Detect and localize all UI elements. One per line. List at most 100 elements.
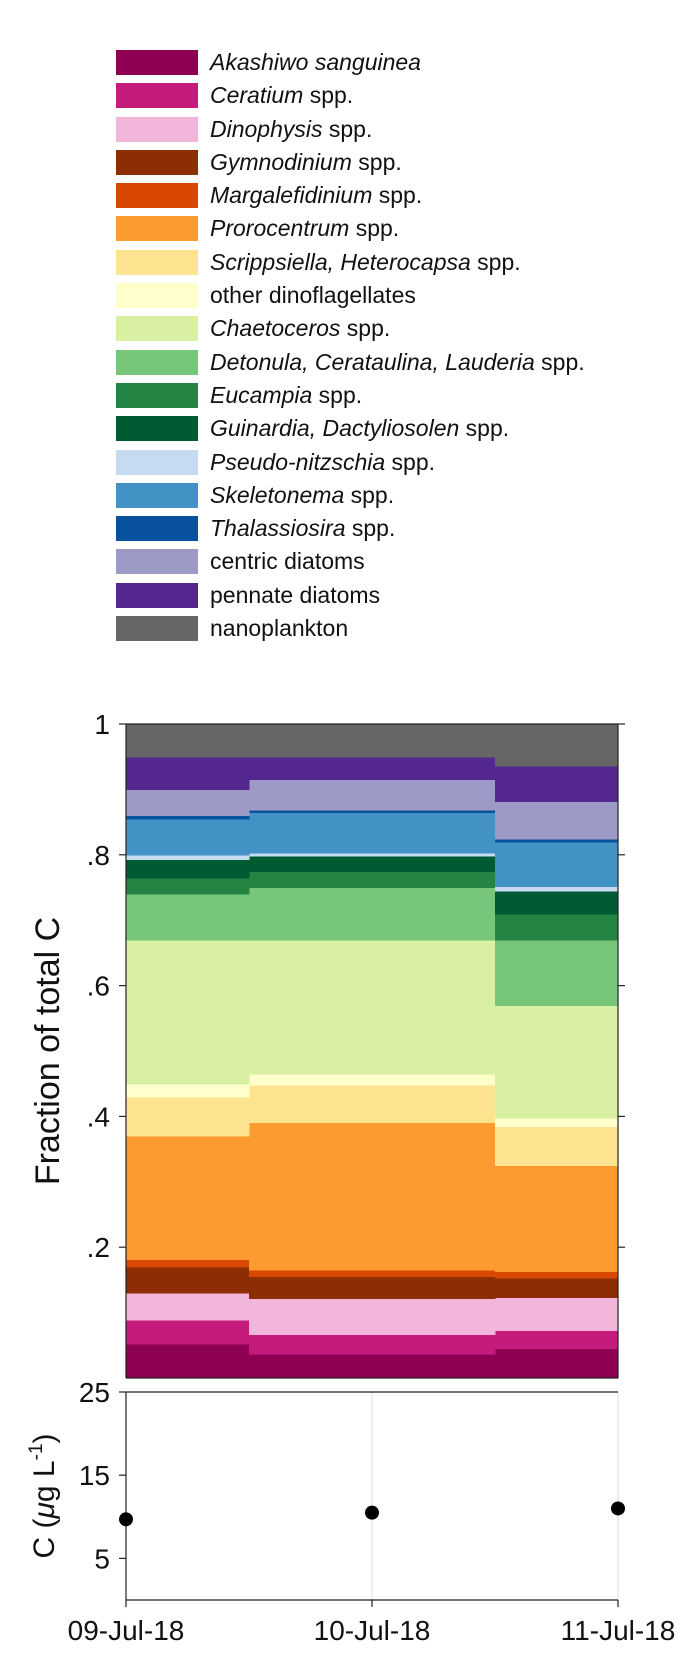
area-segment bbox=[495, 1005, 619, 1119]
area-segment bbox=[249, 724, 496, 758]
area-segment bbox=[126, 815, 250, 820]
area-segment bbox=[495, 724, 619, 767]
legend-label: Prorocentrum spp. bbox=[210, 212, 399, 245]
y-tick-label: .2 bbox=[87, 1232, 110, 1263]
legend-label-suffix: spp. bbox=[344, 481, 395, 508]
legend-item: centric diatoms bbox=[116, 545, 696, 578]
area-segment bbox=[249, 756, 496, 781]
legend-label-taxon: Prorocentrum bbox=[210, 215, 350, 242]
legend-label: Chaetoceros spp. bbox=[210, 312, 390, 345]
legend-label-taxon: Scrippsiella, Heterocapsa bbox=[210, 248, 471, 275]
data-point bbox=[119, 1512, 133, 1527]
legend-item: Margalefidinium spp. bbox=[116, 179, 696, 212]
legend-swatch bbox=[116, 449, 198, 475]
legend-label: Gymnodinium spp. bbox=[210, 146, 402, 179]
area-segment bbox=[249, 1353, 496, 1379]
legend-item: Scrippsiella, Heterocapsa spp. bbox=[116, 246, 696, 279]
area-segment bbox=[126, 1136, 250, 1261]
legend-swatch bbox=[116, 349, 198, 375]
legend-label-taxon: Guinardia, Dactyliosolen bbox=[210, 415, 460, 442]
area-segment bbox=[495, 1126, 619, 1167]
y-tick-label: 1 bbox=[94, 709, 110, 740]
legend-label-suffix: spp. bbox=[349, 215, 400, 242]
legend-item: other dinoflagellates bbox=[116, 279, 696, 312]
y-axis-label-bottom: C (μg L-1) bbox=[26, 1433, 61, 1558]
legend-item: Eucampia spp. bbox=[116, 379, 696, 412]
area-segment bbox=[126, 1292, 250, 1321]
legend-label: Scrippsiella, Heterocapsa spp. bbox=[210, 246, 521, 279]
legend-swatch bbox=[116, 183, 198, 209]
legend-item: Pseudo-nitzschia spp. bbox=[116, 446, 696, 479]
area-segment bbox=[126, 1096, 250, 1137]
legend-label-taxon: Detonula, Cerataulina, Lauderia bbox=[210, 348, 535, 375]
y-tick-label: .8 bbox=[87, 840, 110, 871]
legend-swatch bbox=[116, 582, 198, 608]
area-segment bbox=[249, 1085, 496, 1123]
legend-swatch bbox=[116, 249, 198, 275]
area-segment bbox=[249, 1122, 496, 1271]
legend-swatch bbox=[116, 549, 198, 575]
area-segment bbox=[126, 894, 250, 941]
legend-label: Detonula, Cerataulina, Lauderia spp. bbox=[210, 346, 585, 379]
area-segment bbox=[126, 724, 250, 758]
legend: Akashiwo sanguinea Ceratium spp. Dinophysi… bbox=[116, 46, 696, 645]
legend-label-taxon: Thalassiosira bbox=[210, 515, 346, 542]
legend-label-suffix: spp. bbox=[312, 381, 363, 408]
legend-swatch bbox=[116, 382, 198, 408]
legend-swatch bbox=[116, 216, 198, 242]
area-segment bbox=[249, 887, 496, 941]
area-segment bbox=[495, 1330, 619, 1350]
legend-label: Guinardia, Dactyliosolen spp. bbox=[210, 412, 509, 445]
area-segment bbox=[495, 913, 619, 941]
area-segment bbox=[249, 1270, 496, 1278]
area-segment bbox=[495, 886, 619, 892]
legend-label-suffix: spp. bbox=[385, 448, 436, 475]
y-axis-label: Fraction of total C bbox=[29, 917, 67, 1185]
legend-item: Akashiwo sanguinea bbox=[116, 46, 696, 79]
legend-item: Guinardia, Dactyliosolen spp. bbox=[116, 412, 696, 445]
legend-swatch bbox=[116, 482, 198, 508]
area-segment bbox=[249, 856, 496, 872]
legend-label: Ceratium spp. bbox=[210, 79, 353, 112]
legend-item: Chaetoceros spp. bbox=[116, 312, 696, 345]
area-segment bbox=[249, 939, 496, 1075]
legend-label-suffix: spp. bbox=[372, 182, 423, 209]
legend-swatch bbox=[116, 83, 198, 109]
legend-item: pennate diatoms bbox=[116, 579, 696, 612]
legend-label: pennate diatoms bbox=[210, 579, 380, 612]
area-segment bbox=[126, 854, 250, 860]
area-segment bbox=[495, 939, 619, 1006]
legend-swatch bbox=[116, 316, 198, 342]
legend-label-suffix: spp. bbox=[351, 148, 402, 175]
legend-label-taxon: Gymnodinium bbox=[210, 148, 352, 175]
y-tick-label: .4 bbox=[87, 1101, 110, 1132]
y-tick-label: 5 bbox=[94, 1543, 110, 1574]
legend-label-taxon: Chaetoceros bbox=[210, 315, 341, 342]
area-segment bbox=[126, 789, 250, 817]
legend-label-suffix: other dinoflagellates bbox=[210, 282, 416, 309]
legend-label-suffix: spp. bbox=[340, 315, 391, 342]
legend-label: nanoplankton bbox=[210, 612, 348, 645]
area-segment bbox=[495, 1348, 619, 1379]
legend-label-taxon: Eucampia bbox=[210, 381, 313, 408]
area-segment bbox=[126, 877, 250, 895]
legend-label-suffix: spp. bbox=[303, 82, 354, 109]
area-segment bbox=[249, 809, 496, 813]
data-point bbox=[611, 1501, 625, 1516]
legend-label: Skeletonema spp. bbox=[210, 479, 394, 512]
legend-swatch bbox=[116, 283, 198, 309]
legend-label-taxon: Dinophysis bbox=[210, 115, 323, 142]
legend-label-taxon: Pseudo-nitzschia bbox=[210, 448, 386, 475]
area-segment bbox=[249, 812, 496, 854]
legend-label-suffix: spp. bbox=[345, 515, 396, 542]
area-segment bbox=[249, 871, 496, 889]
legend-item: nanoplankton bbox=[116, 612, 696, 645]
legend-item: Dinophysis spp. bbox=[116, 113, 696, 146]
legend-label-suffix: spp. bbox=[322, 115, 373, 142]
area-segment bbox=[249, 1073, 496, 1086]
legend-swatch bbox=[116, 116, 198, 142]
area-segment bbox=[126, 818, 250, 856]
y-tick-label: .6 bbox=[87, 971, 110, 1002]
legend-label-taxon: Ceratium bbox=[210, 82, 304, 109]
stacked-areas bbox=[126, 724, 619, 1379]
